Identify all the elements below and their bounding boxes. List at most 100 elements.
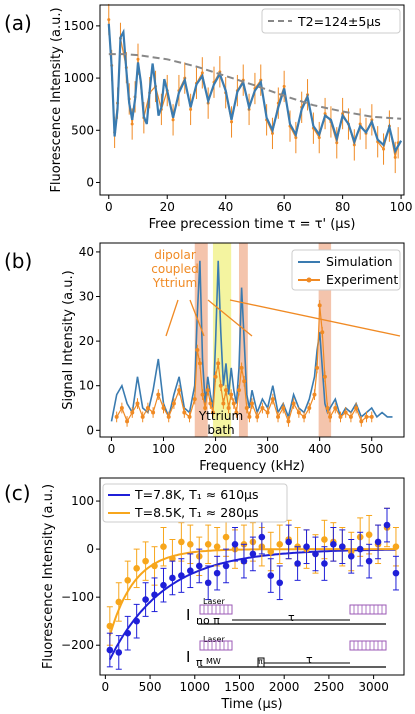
panel-c-7-8k-point <box>321 560 328 567</box>
inset-laser-label: Laser <box>203 597 225 606</box>
panel-c-7-8k-point <box>204 579 212 587</box>
panel-c-x-tick-label: 2000 <box>269 680 300 694</box>
panel-b-experiment-point <box>354 406 359 411</box>
panel-c-7-8k-point <box>169 574 176 582</box>
inset-subscript-pi: π <box>196 656 203 669</box>
panel-c-y-tick-label: −200 <box>61 638 94 652</box>
panel-a-y-tick-label: 500 <box>71 123 94 137</box>
panel-b-experiment-point <box>338 414 343 419</box>
panel-b-experiment-point <box>333 406 338 411</box>
panel-a-t2-decay-line <box>108 53 402 120</box>
panel-a-x-axis-label: Free precession time τ = τ' (μs) <box>149 217 356 232</box>
panel-b-experiment-point <box>195 348 200 353</box>
panel-c-8-5k-point <box>204 541 212 548</box>
inset-laser-label: Laser <box>203 635 225 644</box>
panel-b-experiment-point <box>177 388 182 393</box>
panel-b-x-tick-label: 500 <box>360 442 383 456</box>
panel-b-experiment-point <box>234 410 239 415</box>
panel-b-experiment-point <box>302 414 307 419</box>
panel-b-experiment-point <box>205 388 210 393</box>
panel-c-8-5k-point <box>115 598 123 606</box>
panel-c-legend: T=7.8K, T₁ ≈ 610μs T=8.5K, T₁ ≈ 280μs <box>102 483 288 523</box>
panel-b-experiment-line <box>116 305 372 424</box>
panel-c-x-tick-label: 0 <box>102 680 110 694</box>
panel-b-experiment-point <box>276 414 281 419</box>
panel-b-experiment-point <box>229 392 234 397</box>
inset-tau-label: τ <box>288 611 295 624</box>
panel-c-y-tick-label: 0 <box>86 542 94 556</box>
panel-c-7-8k-point <box>231 541 239 548</box>
panel-b-experiment-point <box>250 401 254 406</box>
panel-c-7-8k-point <box>133 617 140 625</box>
panel-b-experiment-point <box>255 414 260 419</box>
panel-c-7-8k-point <box>213 569 221 577</box>
panel-c-8-5k-point <box>267 548 275 555</box>
panel-a-experiment-point <box>130 122 134 126</box>
highlight-band <box>318 243 332 437</box>
panel-c-7-8k-point <box>160 581 167 589</box>
panel-c-7-8k-point <box>303 543 310 551</box>
panel-a-experiment-point <box>189 107 193 111</box>
panel-b-experiment-point <box>156 392 161 397</box>
panel-c-7-8k-point <box>374 538 382 546</box>
panel-a-x-tick-label: 40 <box>218 200 233 214</box>
panel-b-y-tick-label: 0 <box>86 423 94 437</box>
panel-c-8-5k-point <box>321 536 328 543</box>
panel-c-8-5k-point <box>392 543 400 551</box>
panel-b-experiment-point <box>182 410 187 415</box>
panel-a-y-axis-label: Fluorescence Intensity (a.u.) <box>49 7 64 192</box>
plot-frame <box>99 242 405 438</box>
inset-mw-label: MW <box>206 657 221 666</box>
panel-b-experiment-point <box>197 361 202 366</box>
panel-c-7-8k-point <box>187 567 194 575</box>
panel-c-8-5k-point <box>133 565 140 572</box>
panel-b-experiment-point <box>265 410 270 415</box>
panel-a-x-tick-label: 80 <box>335 200 350 214</box>
pulse-sequence-inset: I no π Laser τ I π Laser MW π τ <box>186 597 387 669</box>
legend-label-7-8k: T=7.8K, T₁ ≈ 610μs <box>134 487 259 502</box>
panel-a-x-tick-label: 60 <box>277 200 292 214</box>
panel-a-x-tick-label: 0 <box>105 200 113 214</box>
panel-c-7-8k-point <box>124 629 132 637</box>
panel-c-7-8k-point <box>222 562 230 570</box>
panel-b-experiment-point <box>213 374 218 379</box>
legend-label-simulation: Simulation <box>326 254 393 269</box>
panel-c-7-8k-point <box>356 545 364 553</box>
panel-b-experiment-point <box>218 383 223 388</box>
panel-c-7-8k-point <box>249 550 257 558</box>
legend-frame <box>102 483 288 523</box>
panel-c-7-8k-point <box>383 521 391 529</box>
panel-c-7-8k-point <box>151 591 158 599</box>
panel-b-legend: Simulation Experiment <box>291 249 401 291</box>
panel-b-experiment-point <box>348 414 353 419</box>
panel-b-experiment-point <box>187 414 192 419</box>
panel-b-experiment-point <box>242 379 247 384</box>
panel-b-experiment-point <box>291 401 296 406</box>
panel-a-experiment-point <box>382 147 386 151</box>
legend-label-8-5k: T=8.5K, T₁ ≈ 280μs <box>134 505 259 520</box>
panel-c-8-5k-point <box>151 562 158 570</box>
inset-label-i: I <box>186 606 190 624</box>
panel-a-experiment-point <box>200 71 204 75</box>
panel-b-experiment-point <box>247 414 252 419</box>
panel-b-experiment-point <box>171 401 176 406</box>
panel-c-7-8k-point <box>276 579 284 587</box>
panel-c: (c) 0 500 1000 1500 2000 2500 3000 −200 −100 0 100… <box>4 477 405 712</box>
panel-b: (b) 0 100 200 300 400 500 0 10 20 30 40 Frequency … <box>4 242 405 474</box>
annotation-yttrium-bath-2: bath <box>207 423 234 437</box>
panel-label-c: (c) <box>4 481 31 505</box>
panel-b-experiment-point <box>210 410 215 415</box>
panel-c-7-8k-point <box>347 553 355 560</box>
panel-a-experiment-point <box>317 136 321 140</box>
panel-b-y-axis-label: Signal Intensity (a.u.) <box>61 270 76 409</box>
panel-c-8-5k-point <box>124 577 132 584</box>
panel-c-x-tick-label: 500 <box>139 680 162 694</box>
laser-pulse-block <box>349 604 387 615</box>
panel-a-experiment-point <box>230 120 234 124</box>
panel-a-x-tick-label: 100 <box>390 200 413 214</box>
annotation-dipolar: dipolar <box>154 248 196 262</box>
panel-b-experiment-point <box>364 414 369 419</box>
panel-b-x-tick-label: 400 <box>308 442 331 456</box>
